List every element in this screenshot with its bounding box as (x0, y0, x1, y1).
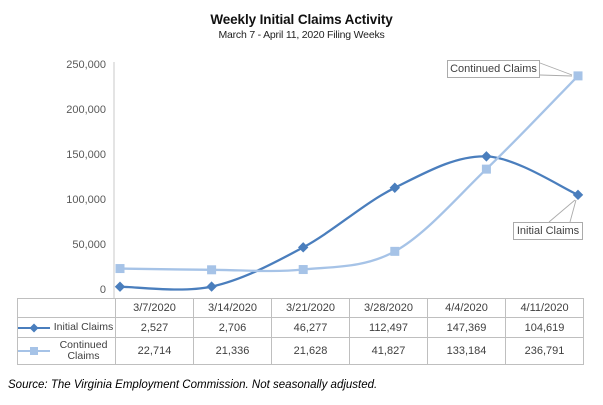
table-cell: 41,827 (349, 337, 428, 365)
initial-claims-legend-key-icon (18, 323, 50, 332)
table-cell: 133,184 (427, 337, 506, 365)
chart-data-table: 3/7/2020 3/14/2020 3/21/2020 3/28/2020 4… (17, 298, 584, 365)
legend-cell-continued-claims: Continued Claims (17, 337, 116, 365)
y-tick-label: 100,000 (66, 194, 106, 206)
y-tick-label: 150,000 (66, 149, 106, 161)
table-cell: 21,628 (271, 337, 350, 365)
table-cell: 22,714 (115, 337, 194, 365)
table-header-row: 3/7/2020 3/14/2020 3/21/2020 3/28/2020 4… (17, 298, 584, 318)
date-header: 4/4/2020 (427, 298, 506, 318)
date-header: 3/28/2020 (349, 298, 428, 318)
y-tick-label: 0 (100, 284, 106, 296)
table-cell: 46,277 (271, 317, 350, 338)
square-marker (573, 71, 583, 81)
continued-claims-leader-lines (539, 62, 573, 77)
y-axis-tick-labels: 0 50,000 100,000 150,000 200,000 250,000 (66, 59, 106, 296)
legend-label: Initial Claims (53, 321, 114, 333)
initial-claims-leader-lines (548, 199, 577, 223)
table-cell: 2,527 (115, 317, 194, 338)
date-header: 4/11/2020 (505, 298, 584, 318)
legend-cell-initial-claims: Initial Claims (17, 317, 116, 338)
series-line-initial-claims (119, 155, 579, 291)
table-row: Continued Claims 22,714 21,336 21,628 41… (17, 337, 584, 365)
chart-subtitle: March 7 - April 11, 2020 Filing Weeks (218, 29, 385, 41)
chart-title: Weekly Initial Claims Activity (210, 12, 393, 27)
square-marker (390, 246, 400, 256)
y-tick-label: 200,000 (66, 104, 106, 116)
date-header: 3/21/2020 (271, 298, 350, 318)
square-marker (115, 264, 125, 274)
table-cell: 104,619 (505, 317, 584, 338)
table-cell: 236,791 (505, 337, 584, 365)
square-marker (298, 265, 308, 275)
series-line-continued-claims (119, 75, 579, 273)
square-marker (207, 265, 217, 275)
table-cell: 147,369 (427, 317, 506, 338)
continued-claims-callout: Continued Claims (447, 60, 540, 78)
series-lines-layer (114, 71, 584, 292)
date-header: 3/7/2020 (115, 298, 194, 318)
table-corner-cell (17, 298, 116, 318)
initial-claims-callout: Initial Claims (513, 222, 583, 240)
table-cell: 21,336 (193, 337, 272, 365)
y-tick-label: 250,000 (66, 59, 106, 71)
diamond-marker (481, 151, 492, 162)
square-marker (481, 164, 491, 174)
diamond-marker (297, 242, 309, 253)
date-header: 3/14/2020 (193, 298, 272, 318)
table-row: Initial Claims 2,527 2,706 46,277 112,49… (17, 317, 584, 338)
diamond-marker (206, 281, 217, 292)
legend-label: Continued Claims (59, 339, 108, 362)
diamond-marker (389, 182, 401, 193)
diamond-marker (572, 189, 584, 201)
source-note: Source: The Virginia Employment Commissi… (8, 379, 378, 391)
y-tick-label: 50,000 (72, 239, 106, 251)
table-cell: 2,706 (193, 317, 272, 338)
table-cell: 112,497 (349, 317, 428, 338)
diamond-marker (114, 281, 126, 292)
continued-claims-legend-key-icon (18, 347, 50, 355)
